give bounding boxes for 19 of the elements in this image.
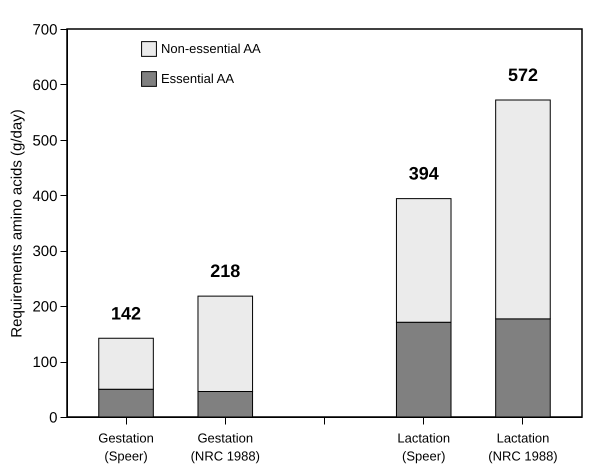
total-label: 218 bbox=[210, 261, 240, 282]
x-tick-label: Gestation (Speer) bbox=[98, 430, 154, 464]
y-tick-label: 500 bbox=[32, 132, 58, 150]
y-axis-title: Requirements amino acids (g/day) bbox=[8, 109, 26, 338]
legend-label: Essential AA bbox=[161, 71, 234, 86]
y-tick-label: 700 bbox=[32, 22, 58, 38]
total-label: 142 bbox=[111, 303, 142, 324]
legend-label: Non-essential AA bbox=[161, 41, 262, 56]
y-tick-label: 300 bbox=[32, 243, 58, 260]
y-tick-label: 400 bbox=[32, 188, 58, 205]
y-tick-label: 0 bbox=[49, 410, 58, 426]
x-tick-label: Lactation (NRC 1988) bbox=[488, 430, 558, 464]
y-tick-label: 600 bbox=[32, 76, 58, 94]
y-tick-label: 200 bbox=[32, 298, 58, 316]
y-tick-label: 100 bbox=[32, 354, 58, 372]
total-label: 394 bbox=[408, 164, 439, 184]
total-label: 572 bbox=[508, 64, 538, 85]
x-tick-label: Gestation (NRC 1988) bbox=[190, 430, 260, 464]
x-tick-label: Lactation (Speer) bbox=[397, 430, 450, 464]
